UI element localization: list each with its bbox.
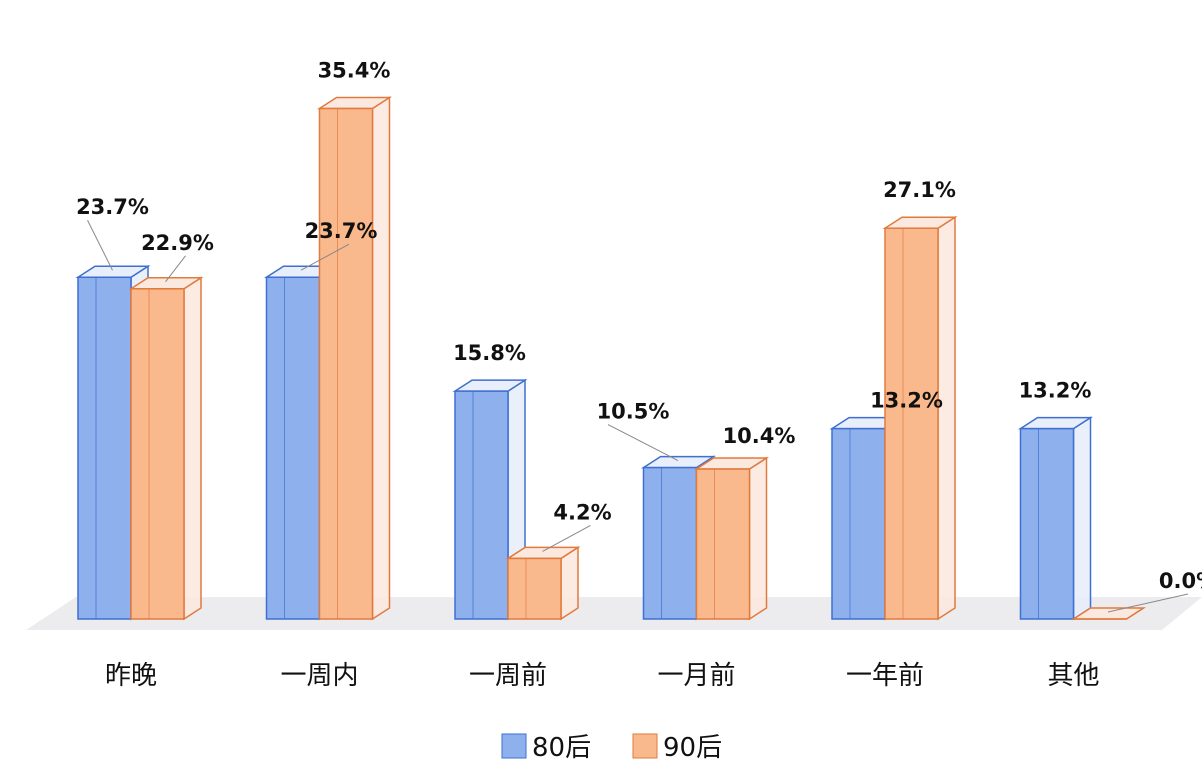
legend: 80后 90后 (501, 733, 722, 763)
leader-line (165, 255, 186, 283)
leader-line (607, 424, 679, 462)
leader-line (300, 243, 350, 271)
category-label: 一周内 (280, 661, 358, 691)
leader-line (542, 524, 591, 552)
category-label: 一年前 (846, 661, 924, 691)
legend-label-80: 80后 (532, 733, 591, 763)
leader-line (1107, 593, 1189, 613)
bar-90-5 (1070, 607, 1147, 620)
value-label-90-1: 35.4% (318, 59, 391, 83)
bar-90-4 (882, 215, 958, 621)
category-labels-group: 昨晚 一周内 一周前 一月前 一年前 其他 (105, 661, 1100, 691)
value-label-80-5: 13.2% (1019, 379, 1092, 403)
legend-label-90: 90后 (663, 733, 722, 763)
category-label: 其他 (1047, 661, 1099, 691)
bar-90-0 (128, 276, 204, 621)
leader-lines-group (87, 220, 1189, 613)
leader-line (87, 220, 113, 271)
value-label-90-5: 0.0% (1159, 569, 1202, 593)
value-label-80-4: 13.2% (870, 389, 943, 413)
bar-80-5 (1017, 416, 1094, 621)
legend-swatch-80 (501, 733, 527, 759)
bar-90-3 (693, 456, 770, 621)
legend-swatch-90 (632, 733, 658, 759)
bar-90-2 (505, 546, 581, 621)
bar-80-2 (452, 378, 528, 621)
value-label-80-2: 15.8% (453, 341, 526, 365)
value-label-90-4: 27.1% (883, 178, 956, 202)
bars-group (75, 96, 1147, 621)
value-label-90-0: 22.9% (141, 231, 214, 255)
value-label-90-3: 10.4% (723, 424, 796, 448)
category-label: 一月前 (657, 661, 735, 691)
value-label-90-2: 4.2% (553, 500, 611, 524)
value-label-80-1: 23.7% (305, 219, 378, 243)
value-label-80-0: 23.7% (76, 195, 149, 219)
category-label: 一周前 (469, 661, 547, 691)
bar-90-1 (316, 96, 393, 621)
category-label: 昨晚 (105, 661, 157, 691)
value-labels-group: 23.7% 22.9% 23.7% 35.4% 15.8% 4.2% 10.5% 10.4% 1… (76, 59, 1202, 593)
value-label-80-3: 10.5% (597, 400, 670, 424)
